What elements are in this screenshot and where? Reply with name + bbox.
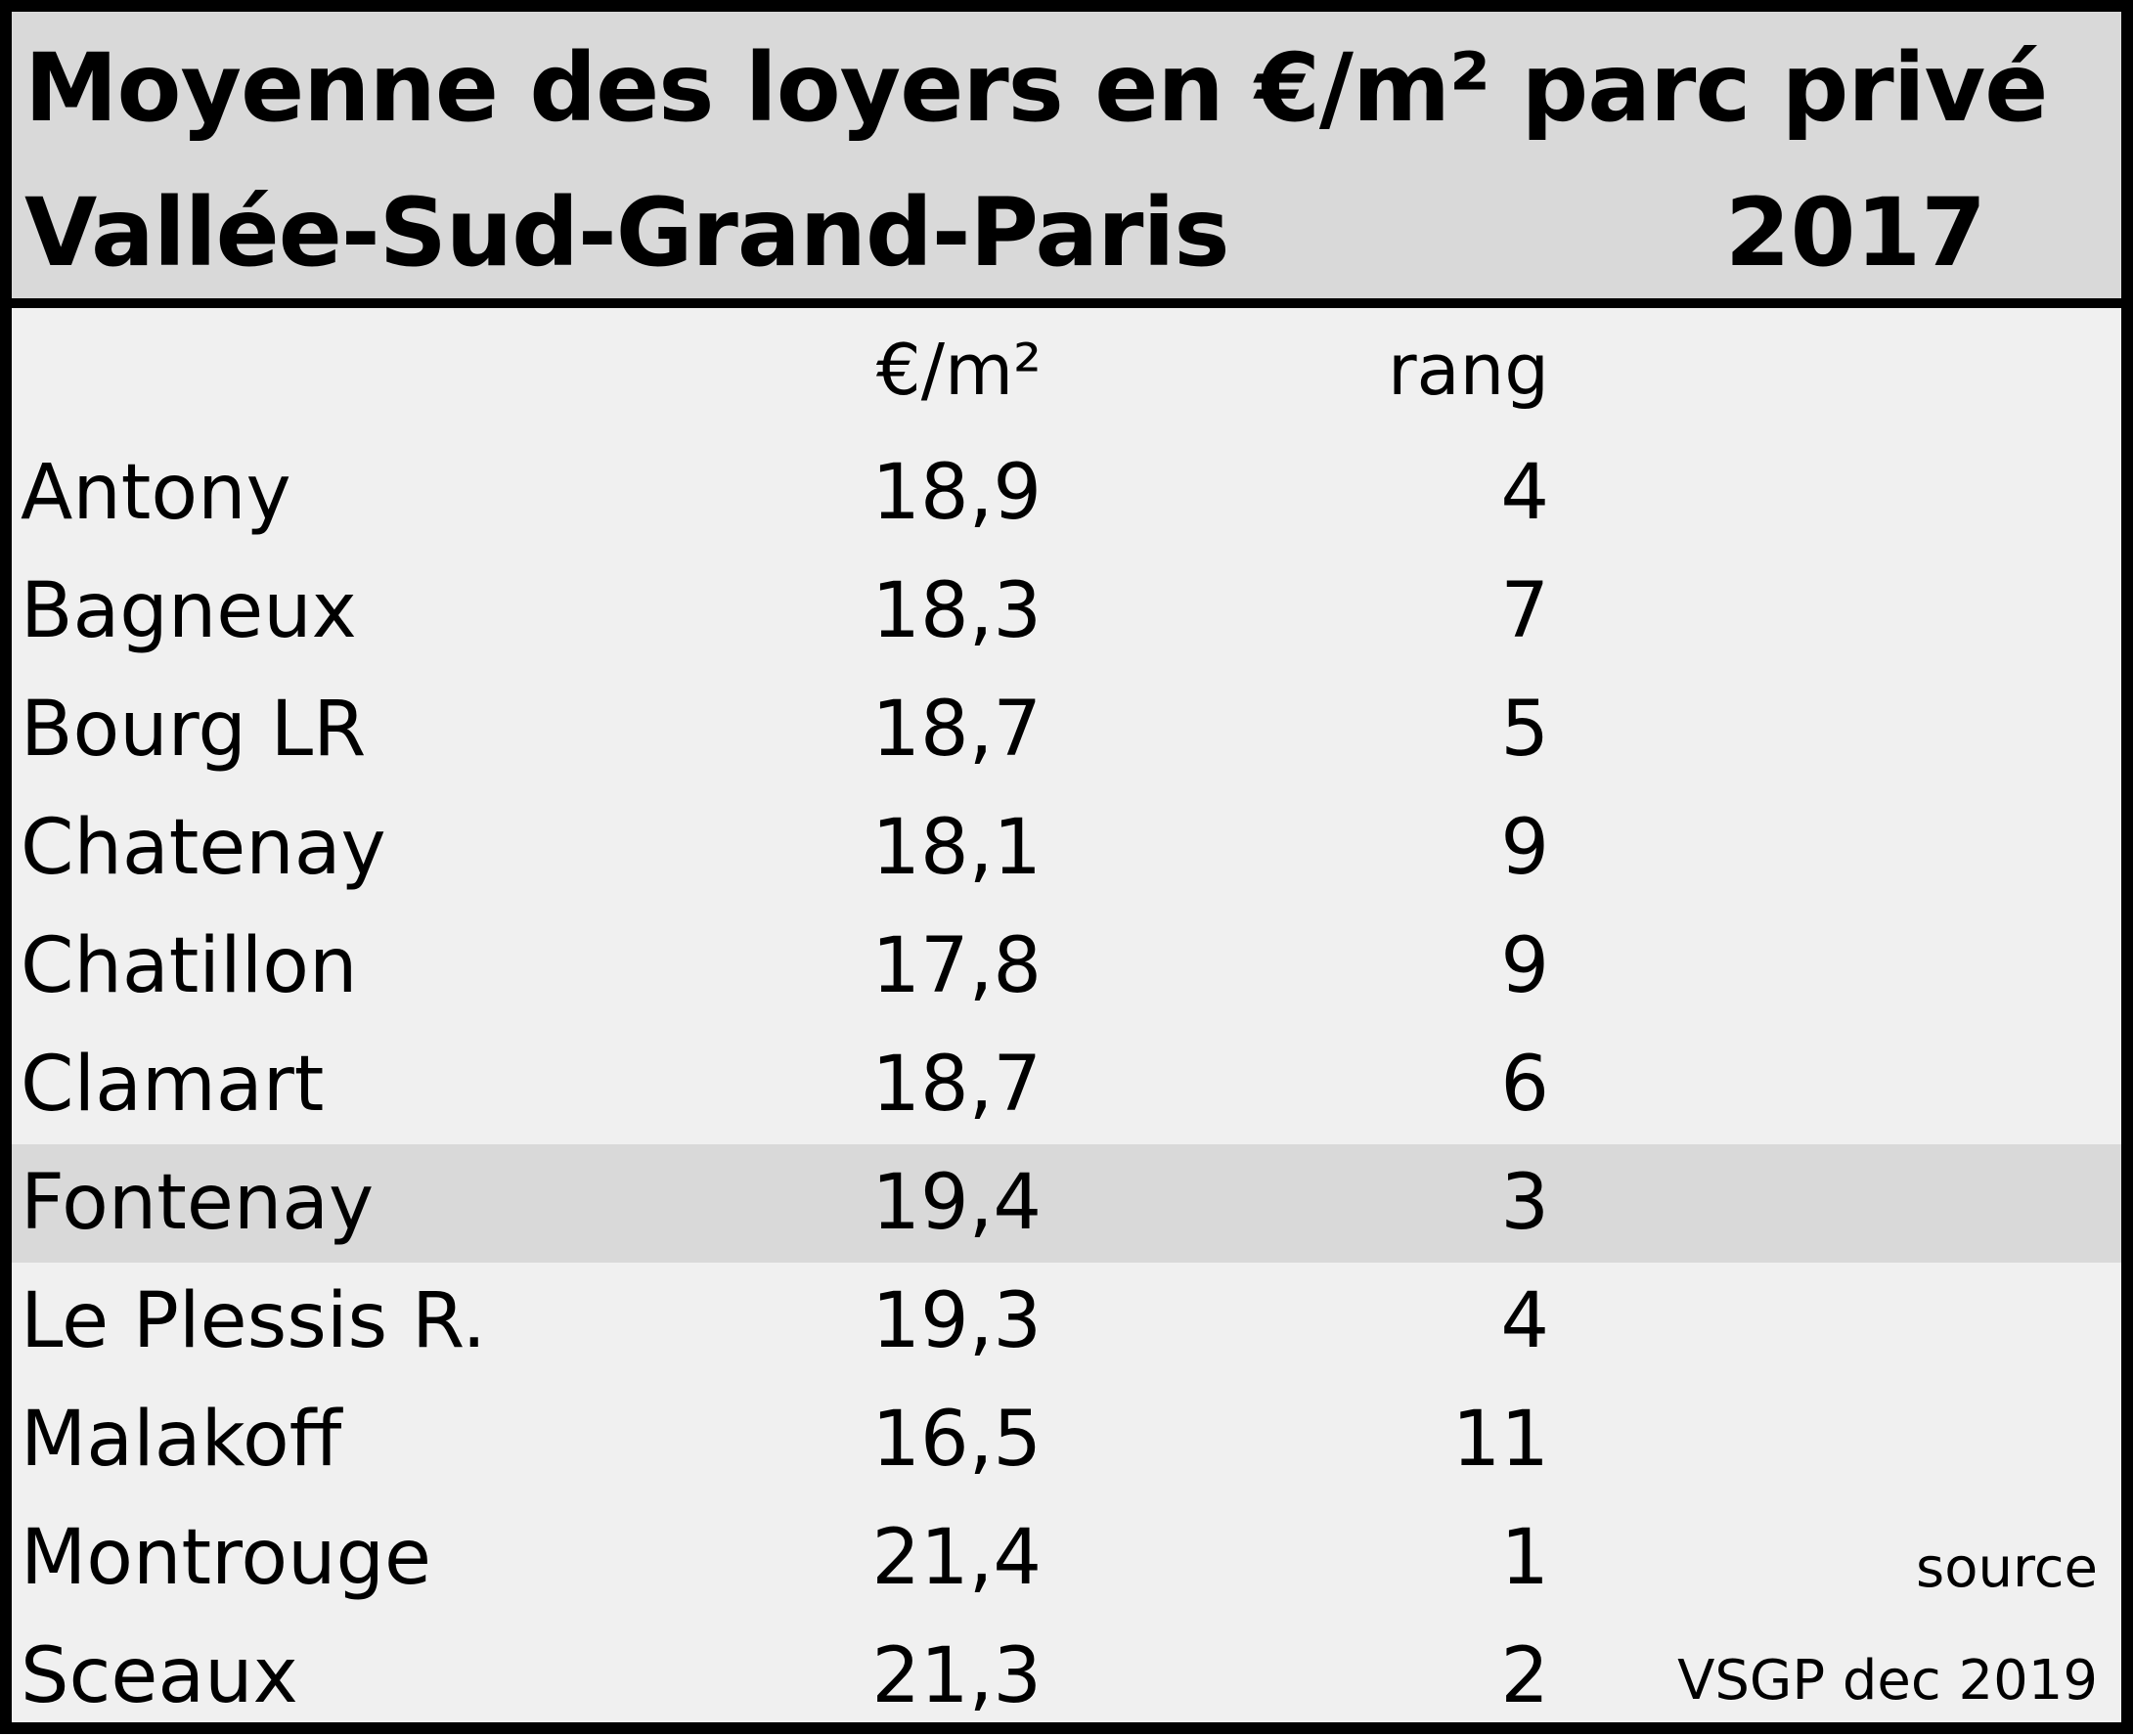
rent-value: 17,8 [871, 922, 1042, 1010]
city-name: Le Plessis R. [21, 1277, 487, 1365]
title-line-2: Vallée-Sud-Grand-Paris [24, 178, 1230, 288]
table-row: Chatillon 17,8 9 [12, 908, 2121, 1026]
city-name: Malakoff [21, 1396, 342, 1484]
rank-value: 9 [1500, 922, 1549, 1010]
rent-value: 19,3 [871, 1277, 1042, 1365]
table-row: Le Plessis R. 19,3 4 [12, 1263, 2121, 1381]
rank-value: 1 [1500, 1514, 1549, 1602]
rank-value: 5 [1500, 686, 1549, 774]
city-name: Bagneux [21, 567, 357, 655]
city-name: Bourg LR [21, 686, 367, 774]
table-body: Antony 18,9 4 Bagneux 18,3 7 Bourg LR 18… [12, 434, 2121, 1736]
rank-value: 4 [1500, 1277, 1549, 1365]
city-name: Antony [21, 449, 291, 537]
table-row: Antony 18,9 4 [12, 434, 2121, 553]
table-row: Malakoff 16,5 11 [12, 1381, 2121, 1499]
column-header-price: €/m² [875, 329, 1042, 411]
rent-value: 18,3 [871, 567, 1042, 655]
table-row: Chatenay 18,1 9 [12, 789, 2121, 908]
column-header-rank: rang [1387, 329, 1549, 411]
rent-value: 18,1 [871, 804, 1042, 892]
table-row: Bourg LR 18,7 5 [12, 671, 2121, 789]
rent-value: 16,5 [871, 1396, 1042, 1484]
table-row: Bagneux 18,3 7 [12, 553, 2121, 671]
rank-value: 3 [1500, 1159, 1549, 1247]
source-label: source [1916, 1536, 2098, 1600]
city-name: Chatillon [21, 922, 358, 1010]
rank-value: 11 [1451, 1396, 1549, 1484]
year-label: 2017 [1724, 178, 1986, 288]
city-name: Clamart [21, 1041, 325, 1129]
rent-value: 21,4 [871, 1514, 1042, 1602]
table-header: Moyenne des loyers en €/m² parc privé Va… [12, 12, 2121, 308]
table-row-highlighted: Fontenay 19,4 3 [12, 1144, 2121, 1263]
source-value: VSGP dec 2019 [1677, 1649, 2098, 1713]
city-name: Sceaux [21, 1632, 298, 1720]
rank-value: 7 [1500, 567, 1549, 655]
table-row: Sceaux 21,3 2 [12, 1618, 2121, 1736]
title-line-1: Moyenne des loyers en €/m² parc privé [24, 33, 2048, 143]
rent-value: 21,3 [871, 1632, 1042, 1720]
rent-value: 18,7 [871, 1041, 1042, 1129]
city-name: Fontenay [21, 1159, 375, 1247]
rent-value: 18,9 [871, 449, 1042, 537]
rank-value: 4 [1500, 449, 1549, 537]
city-name: Montrouge [21, 1514, 432, 1602]
rent-value: 18,7 [871, 686, 1042, 774]
table-row: Clamart 18,7 6 [12, 1026, 2121, 1144]
table-row: Montrouge 21,4 1 [12, 1499, 2121, 1618]
rent-value: 19,4 [871, 1159, 1042, 1247]
rank-value: 6 [1500, 1041, 1549, 1129]
city-name: Chatenay [21, 804, 386, 892]
rank-value: 9 [1500, 804, 1549, 892]
rank-value: 2 [1500, 1632, 1549, 1720]
